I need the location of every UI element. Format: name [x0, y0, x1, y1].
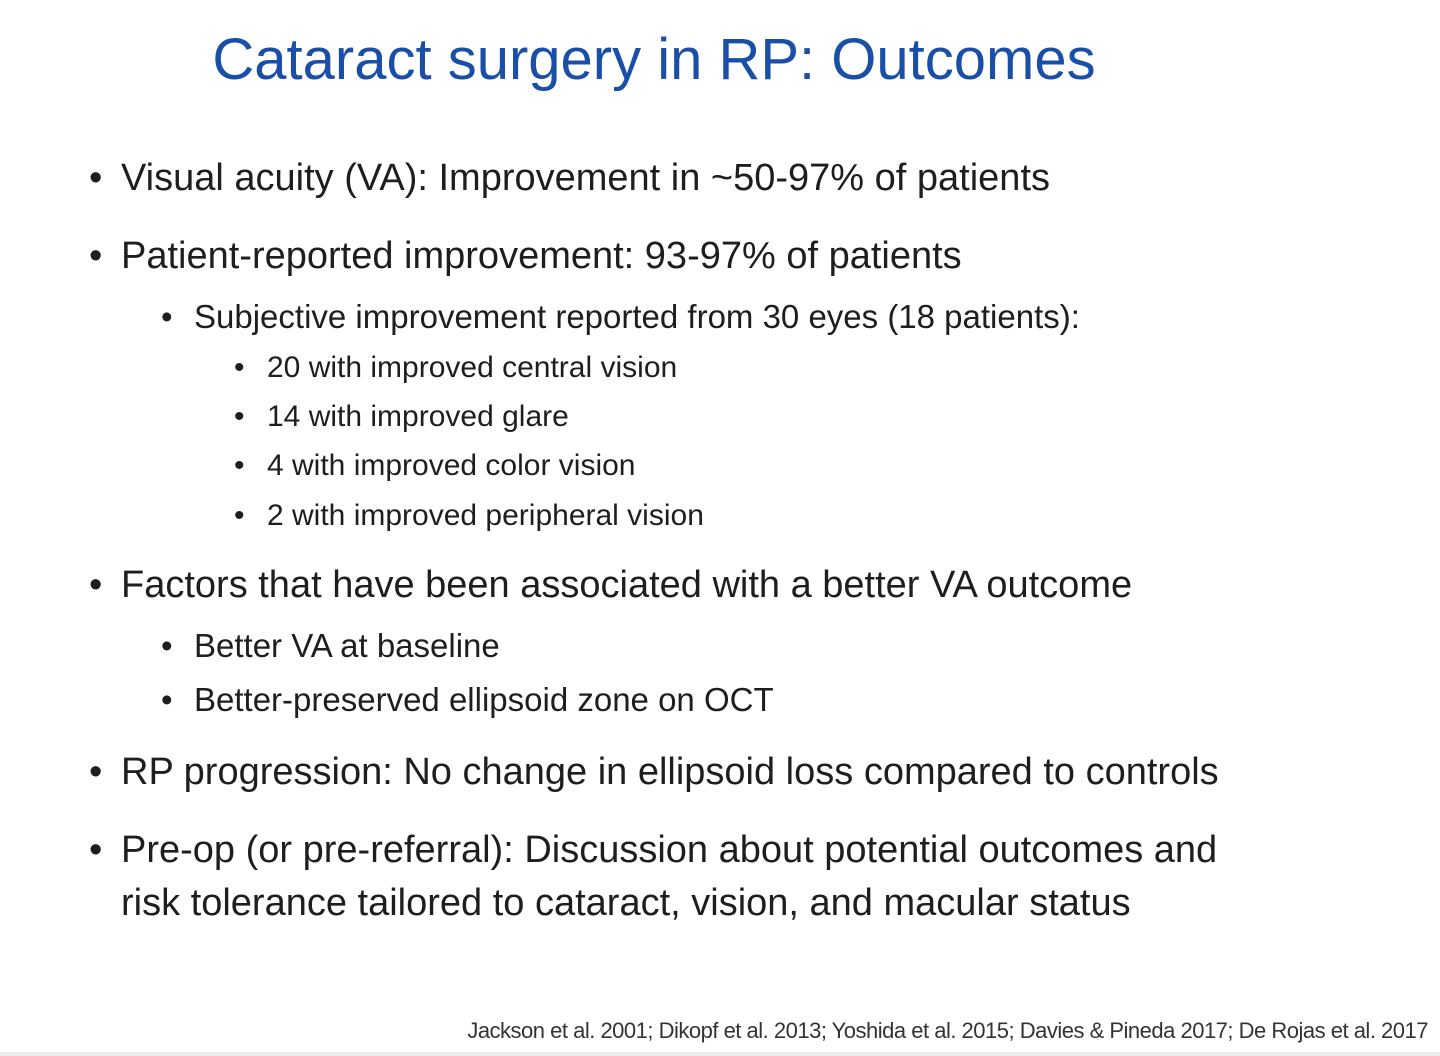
- bullet-text: risk tolerance tailored to cataract, vis…: [121, 882, 1131, 924]
- bullet-text: 14 with improved glare: [267, 400, 569, 433]
- bullet-marker: •: [89, 235, 103, 277]
- bullet-text: RP progression: No change in ellipsoid l…: [121, 751, 1219, 793]
- bullet-marker: •: [89, 751, 103, 793]
- bullet-marker: •: [161, 627, 173, 664]
- bullet-preop: • Pre-op (or pre-referral): Discussion ab…: [89, 824, 1218, 876]
- bullet-text: 20 with improved central vision: [267, 351, 678, 384]
- bullet-progression: • RP progression: No change in ellipsoid …: [89, 746, 1219, 798]
- bullet-marker: •: [89, 157, 103, 199]
- bullet-text: Visual acuity (VA): Improvement in ~50-9…: [121, 157, 1050, 199]
- bullet-text: Better-preserved ellipsoid zone on OCT: [194, 681, 774, 718]
- bullet-text: 4 with improved color vision: [267, 449, 636, 482]
- bullet-text: Pre-op (or pre-referral): Discussion abo…: [121, 829, 1218, 871]
- bullet-text: 2 with improved peripheral vision: [267, 499, 704, 532]
- slide-bottom-border: [0, 1052, 1440, 1056]
- bullet-marker: •: [234, 351, 245, 384]
- subsubbullet-peripheral: • 2 with improved peripheral vision: [234, 496, 704, 536]
- bullet-marker: •: [234, 400, 245, 433]
- bullet-text: Patient-reported improvement: 93-97% of …: [121, 235, 962, 277]
- subbullet-subjective: • Subjective improvement reported from 30…: [161, 295, 1080, 339]
- subbullet-baseline: • Better VA at baseline: [161, 624, 500, 668]
- bullet-text: Better VA at baseline: [194, 627, 500, 664]
- bullet-marker: •: [161, 298, 173, 335]
- bullet-marker: •: [161, 681, 173, 718]
- bullet-factors: • Factors that have been associated with …: [89, 559, 1133, 611]
- bullet-marker: •: [234, 499, 245, 532]
- bullet-marker: •: [234, 449, 245, 482]
- bullet-text: Factors that have been associated with a…: [121, 564, 1133, 606]
- subsubbullet-glare: • 14 with improved glare: [234, 397, 569, 437]
- bullet-visual-acuity: • Visual acuity (VA): Improvement in ~50-…: [89, 152, 1050, 204]
- references-footer: Jackson et al. 2001; Dikopf et al. 2013;…: [467, 1018, 1428, 1043]
- bullet-marker: •: [89, 564, 103, 606]
- bullet-preop-continued: risk tolerance tailored to cataract, vis…: [121, 877, 1131, 929]
- bullet-text: Subjective improvement reported from 30 …: [194, 298, 1080, 335]
- subsubbullet-color: • 4 with improved color vision: [234, 446, 636, 486]
- bullet-patient-reported: • Patient-reported improvement: 93-97% of…: [89, 230, 962, 282]
- subsubbullet-central: • 20 with improved central vision: [234, 348, 678, 388]
- slide-title: Cataract surgery in RP: Outcomes: [212, 27, 1096, 92]
- bullet-marker: •: [89, 829, 103, 871]
- subbullet-ellipsoid: • Better-preserved ellipsoid zone on OCT: [161, 678, 774, 722]
